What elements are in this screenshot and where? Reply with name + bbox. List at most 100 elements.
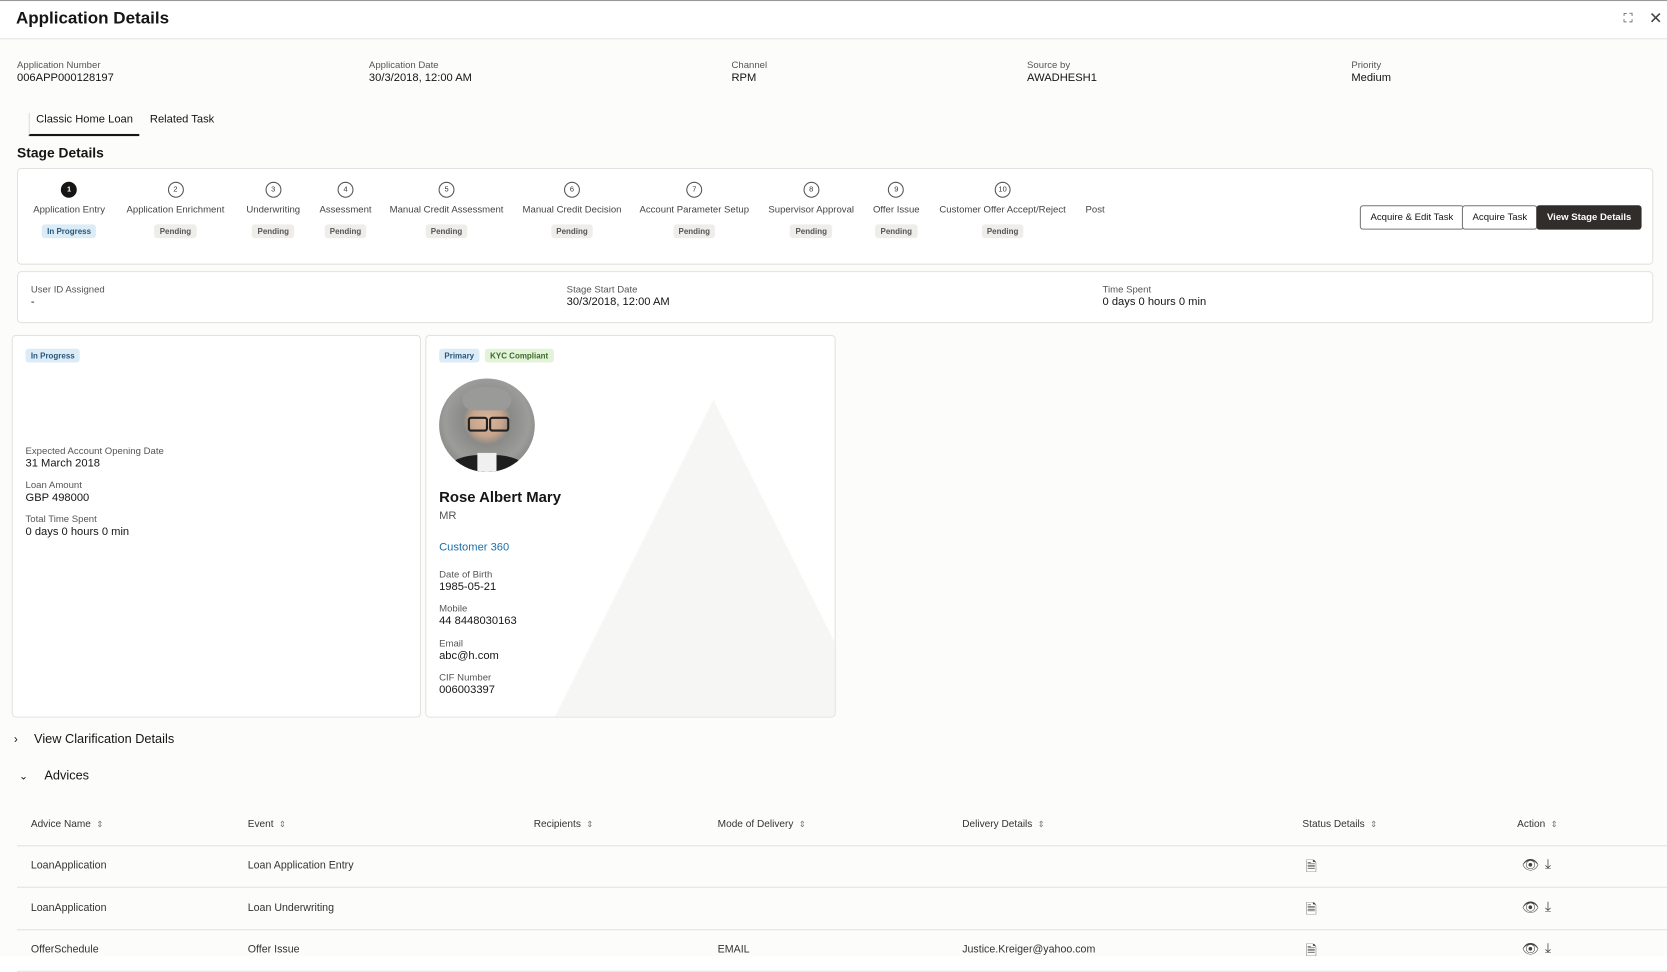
stage-step[interactable]: 10 Customer Offer Accept/Reject Pending [939, 181, 1066, 239]
status-details-icon[interactable]: 🗎 [1305, 941, 1317, 958]
tab-related-task[interactable]: Related Task [149, 112, 215, 126]
view-eye-icon[interactable]: 👁 [1521, 856, 1539, 873]
stage-step[interactable]: 6 Manual Credit Decision Pending [522, 181, 622, 239]
clarification-label: View Clarification Details [34, 731, 175, 747]
sort-icon[interactable]: ⇕ [798, 819, 806, 830]
field-label: Stage Start Date [566, 283, 638, 295]
field-value: 44 8448030163 [439, 614, 517, 628]
column-header[interactable]: Status Details ⇕ [1302, 819, 1377, 831]
status-details-icon[interactable]: 🗎 [1305, 900, 1317, 917]
sort-icon[interactable]: ⇕ [1370, 819, 1378, 830]
column-header[interactable]: Advice Name ⇕ [31, 819, 104, 831]
sort-icon[interactable]: ⇕ [586, 819, 594, 830]
field-value: 30/3/2018, 12:00 AM [566, 295, 670, 309]
step-status-badge: Pending [425, 224, 468, 239]
column-label: Delivery Details [962, 818, 1033, 831]
avatar [439, 378, 535, 473]
field-label: Date of Birth [439, 568, 493, 580]
decorative-shape [553, 399, 835, 717]
step-name: Supervisor Approval [768, 204, 855, 215]
field-label: Expected Account Opening Date [25, 445, 164, 457]
customer-salutation: MR [439, 509, 457, 523]
field-value: Medium [1351, 71, 1392, 84]
status-badge: In Progress [25, 348, 81, 363]
stage-step[interactable]: 7 Account Parameter Setup Pending [639, 181, 749, 239]
field-label: Time Spent [1102, 283, 1152, 295]
step-name: Manual Credit Assessment [389, 204, 504, 215]
stage-step[interactable]: 2 Application Enrichment Pending [126, 181, 224, 239]
divider [17, 845, 1667, 847]
column-header[interactable]: Delivery Details ⇕ [962, 819, 1045, 831]
column-header[interactable]: Mode of Delivery ⇕ [718, 819, 806, 831]
column-header[interactable]: Action ⇕ [1517, 819, 1558, 831]
customer-field: Email abc@h.com [439, 638, 499, 662]
view-eye-icon[interactable]: 👁 [1521, 940, 1539, 957]
minimize-icon[interactable]: ⛶ [1623, 10, 1633, 26]
stage-info-field: User ID Assigned - [31, 284, 105, 308]
sort-icon[interactable]: ⇕ [96, 819, 104, 830]
acquire-edit-task-button[interactable]: Acquire & Edit Task [1359, 205, 1464, 230]
download-icon[interactable]: ⤓ [1544, 855, 1551, 872]
view-stage-details-button[interactable]: View Stage Details [1536, 205, 1642, 230]
stage-step[interactable]: 9 Offer Issue Pending [873, 181, 920, 239]
step-number-icon: 3 [265, 181, 282, 198]
close-icon[interactable]: ✕ [1649, 9, 1663, 28]
stage-step[interactable]: 8 Supervisor Approval Pending [768, 181, 855, 239]
step-number-icon: 2 [167, 181, 184, 198]
step-number-icon: 4 [337, 181, 354, 198]
header-field: Channel RPM [731, 60, 767, 84]
field-label: CIF Number [439, 671, 492, 683]
step-status-badge: In Progress [41, 224, 97, 239]
acquire-task-button[interactable]: Acquire Task [1461, 205, 1538, 230]
field-label: Application Date [368, 59, 439, 71]
customer-field: Mobile 44 8448030163 [439, 603, 517, 627]
stage-step[interactable]: 1 Application Entry In Progress [33, 181, 105, 239]
field-value: 30/3/2018, 12:00 AM [368, 71, 472, 84]
loan-field: Total Time Spent 0 days 0 hours 0 min [26, 514, 130, 538]
divider [17, 886, 1667, 888]
title-bar: Application Details ⛶ ✕ [0, 0, 1667, 40]
step-status-badge: Pending [875, 224, 918, 239]
step-number-icon: 7 [686, 181, 703, 198]
view-eye-icon[interactable]: 👁 [1521, 899, 1539, 916]
divider [17, 929, 1667, 931]
chevron-down-icon: ⌄ [19, 770, 29, 783]
sort-icon[interactable]: ⇕ [1550, 819, 1558, 830]
column-header[interactable]: Recipients ⇕ [534, 819, 594, 831]
step-status-badge: Pending [981, 224, 1024, 239]
column-label: Action [1517, 818, 1546, 831]
field-label: User ID Assigned [30, 283, 105, 295]
table-cell: OfferSchedule [30, 944, 99, 956]
table-cell: Loan Application Entry [247, 860, 354, 872]
sort-icon[interactable]: ⇕ [1037, 819, 1045, 830]
stage-step[interactable]: 5 Manual Credit Assessment Pending [389, 181, 504, 239]
stage-step[interactable]: 3 Underwriting Pending [246, 181, 300, 239]
sort-icon[interactable]: ⇕ [278, 819, 287, 830]
table-cell: LoanApplication [30, 902, 107, 915]
advices-label: Advices [44, 767, 90, 783]
column-label: Recipients [533, 818, 581, 831]
field-label: Email [439, 637, 464, 649]
field-value: RPM [731, 71, 757, 84]
field-label: Channel [731, 59, 768, 71]
download-icon[interactable]: ⤓ [1544, 939, 1551, 956]
field-label: Total Time Spent [25, 513, 97, 525]
field-label: Mobile [439, 602, 468, 614]
column-header[interactable]: Event ⇕ [248, 819, 286, 831]
step-number-icon: 1 [61, 181, 78, 198]
step-name: Manual Credit Decision [522, 204, 622, 215]
step-status-badge: Pending [673, 224, 716, 239]
view-clarification-toggle[interactable]: › View Clarification Details [14, 731, 174, 746]
customer-card: Primary KYC Compliant Rose Albert Mary M… [425, 334, 836, 718]
status-details-icon[interactable]: 🗎 [1305, 858, 1317, 874]
step-status-badge: Pending [790, 224, 833, 239]
tab-classic-home-loan[interactable]: Classic Home Loan [28, 112, 140, 137]
field-label: Source by [1027, 59, 1071, 71]
advices-toggle[interactable]: ⌄ Advices [19, 768, 89, 783]
stage-step[interactable]: Post [1086, 182, 1105, 215]
stage-info [17, 271, 1654, 324]
step-status-badge: Pending [252, 224, 295, 239]
download-icon[interactable]: ⤓ [1544, 898, 1551, 915]
stage-step[interactable]: 4 Assessment Pending [319, 181, 372, 239]
customer-360-link[interactable]: Customer 360 [439, 541, 510, 554]
